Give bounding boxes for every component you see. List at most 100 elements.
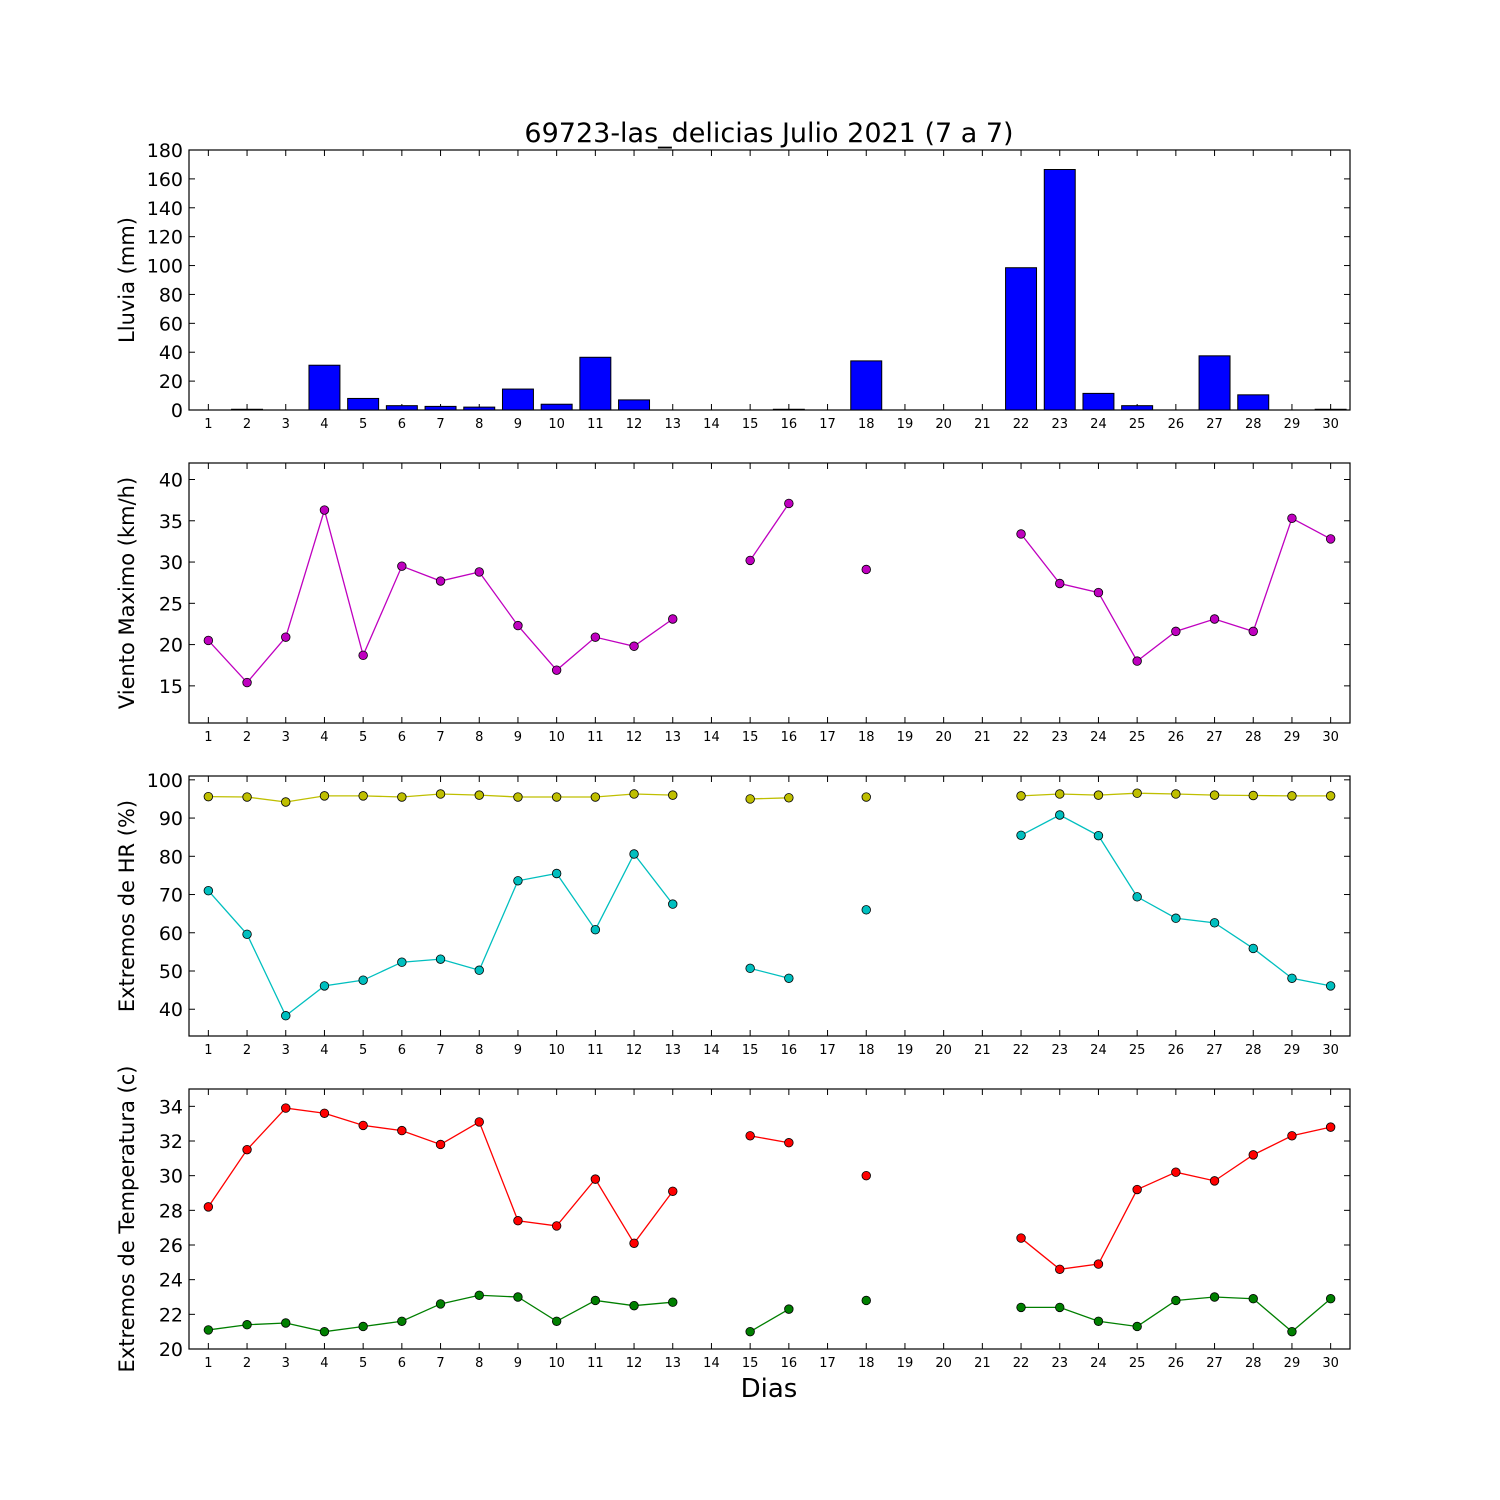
bar (308, 364, 341, 411)
x-tick-label: 9 (514, 417, 522, 432)
y-tick-label: 40 (159, 999, 183, 1021)
x-tick-label: 11 (587, 417, 604, 432)
x-tick-label: 18 (858, 417, 875, 432)
data-point (513, 792, 523, 802)
data-point (629, 1300, 639, 1311)
data-point (551, 1221, 562, 1231)
x-tick-label: 4 (320, 1356, 328, 1371)
x-tick-label: 17 (819, 1356, 836, 1371)
data-point (745, 963, 755, 974)
data-point (1055, 810, 1065, 820)
x-tick-label: 21 (974, 1043, 991, 1058)
data-point (629, 789, 639, 799)
y-tick-label: 15 (159, 676, 183, 698)
x-tick-label: 15 (742, 730, 759, 745)
data-point (1093, 830, 1104, 841)
y-tick-label: 24 (159, 1270, 183, 1292)
y-tick-label: 180 (147, 140, 183, 162)
x-tick-label: 23 (1051, 1043, 1068, 1058)
data-point (1055, 789, 1065, 799)
x-tick-label: 8 (475, 730, 483, 745)
data-point (474, 790, 484, 800)
x-tick-label: 22 (1013, 1043, 1030, 1058)
y-tick-label: 30 (159, 1166, 183, 1188)
data-point (1016, 791, 1026, 801)
data-point (861, 564, 871, 575)
data-point (1055, 1264, 1065, 1274)
x-tick-label: 25 (1129, 417, 1146, 432)
data-point (435, 1299, 446, 1309)
x-tick-label: 5 (359, 730, 367, 745)
bar (1043, 169, 1076, 411)
y-tick-label: 60 (159, 923, 183, 945)
data-point (861, 792, 871, 802)
x-tick-label: 25 (1129, 1356, 1146, 1371)
x-tick-label: 18 (858, 1356, 875, 1371)
x-tick-label: 26 (1168, 730, 1185, 745)
data-point (1171, 913, 1181, 923)
x-tick-label: 27 (1206, 1356, 1223, 1371)
y-tick-label: 34 (159, 1096, 183, 1118)
x-tick-label: 28 (1245, 1356, 1262, 1371)
x-tick-label: 4 (320, 1043, 328, 1058)
x-tick-label: 4 (320, 730, 328, 745)
series-line (207, 852, 674, 1017)
series-line (749, 967, 790, 979)
data-point (242, 1144, 252, 1155)
x-tick-label: 23 (1051, 1356, 1068, 1371)
data-point (1093, 1259, 1104, 1269)
data-point (319, 1108, 330, 1118)
data-point (745, 794, 755, 804)
x-tick-label: 2 (243, 1043, 251, 1058)
x-tick-label: 18 (858, 730, 875, 745)
data-point (668, 899, 678, 909)
x-tick-label: 6 (398, 1043, 406, 1058)
data-point (1325, 1294, 1336, 1304)
data-point (668, 1186, 678, 1196)
data-point (203, 1202, 214, 1212)
data-point (358, 1321, 368, 1332)
y-tick-label: 100 (147, 256, 183, 278)
y-tick-label: 80 (159, 284, 183, 306)
data-point (1325, 1122, 1336, 1132)
x-tick-label: 26 (1168, 417, 1185, 432)
y-tick-label: 22 (159, 1304, 183, 1326)
data-point (668, 790, 678, 800)
bar (540, 403, 573, 411)
bar (1237, 394, 1270, 411)
x-tick-label: 1 (204, 1356, 212, 1371)
x-axis-label: Dias (741, 1374, 798, 1404)
x-tick-label: 27 (1206, 1043, 1223, 1058)
data-point (397, 957, 407, 967)
data-point (1209, 614, 1220, 624)
x-tick-label: 30 (1322, 730, 1339, 745)
data-point (242, 792, 252, 802)
x-tick-label: 1 (204, 1043, 212, 1058)
data-point (435, 789, 446, 799)
data-point (435, 1139, 446, 1150)
x-tick-label: 29 (1284, 1356, 1301, 1371)
y-tick-label: 30 (159, 552, 183, 574)
data-point (203, 886, 214, 896)
data-point (435, 954, 446, 964)
y-tick-label: 40 (159, 342, 183, 364)
x-tick-label: 13 (664, 730, 681, 745)
series-line (749, 503, 790, 561)
series-line (1020, 814, 1331, 987)
plot-frame (188, 775, 1351, 1037)
y-tick-label: 28 (159, 1200, 183, 1222)
data-point (474, 567, 484, 577)
x-tick-label: 15 (742, 417, 759, 432)
x-tick-label: 11 (587, 1043, 604, 1058)
data-point (629, 849, 639, 859)
x-tick-label: 26 (1168, 1043, 1185, 1058)
data-point (1171, 789, 1181, 799)
data-point (281, 632, 291, 642)
data-point (513, 876, 523, 886)
x-tick-label: 29 (1284, 417, 1301, 432)
x-tick-label: 29 (1284, 1043, 1301, 1058)
